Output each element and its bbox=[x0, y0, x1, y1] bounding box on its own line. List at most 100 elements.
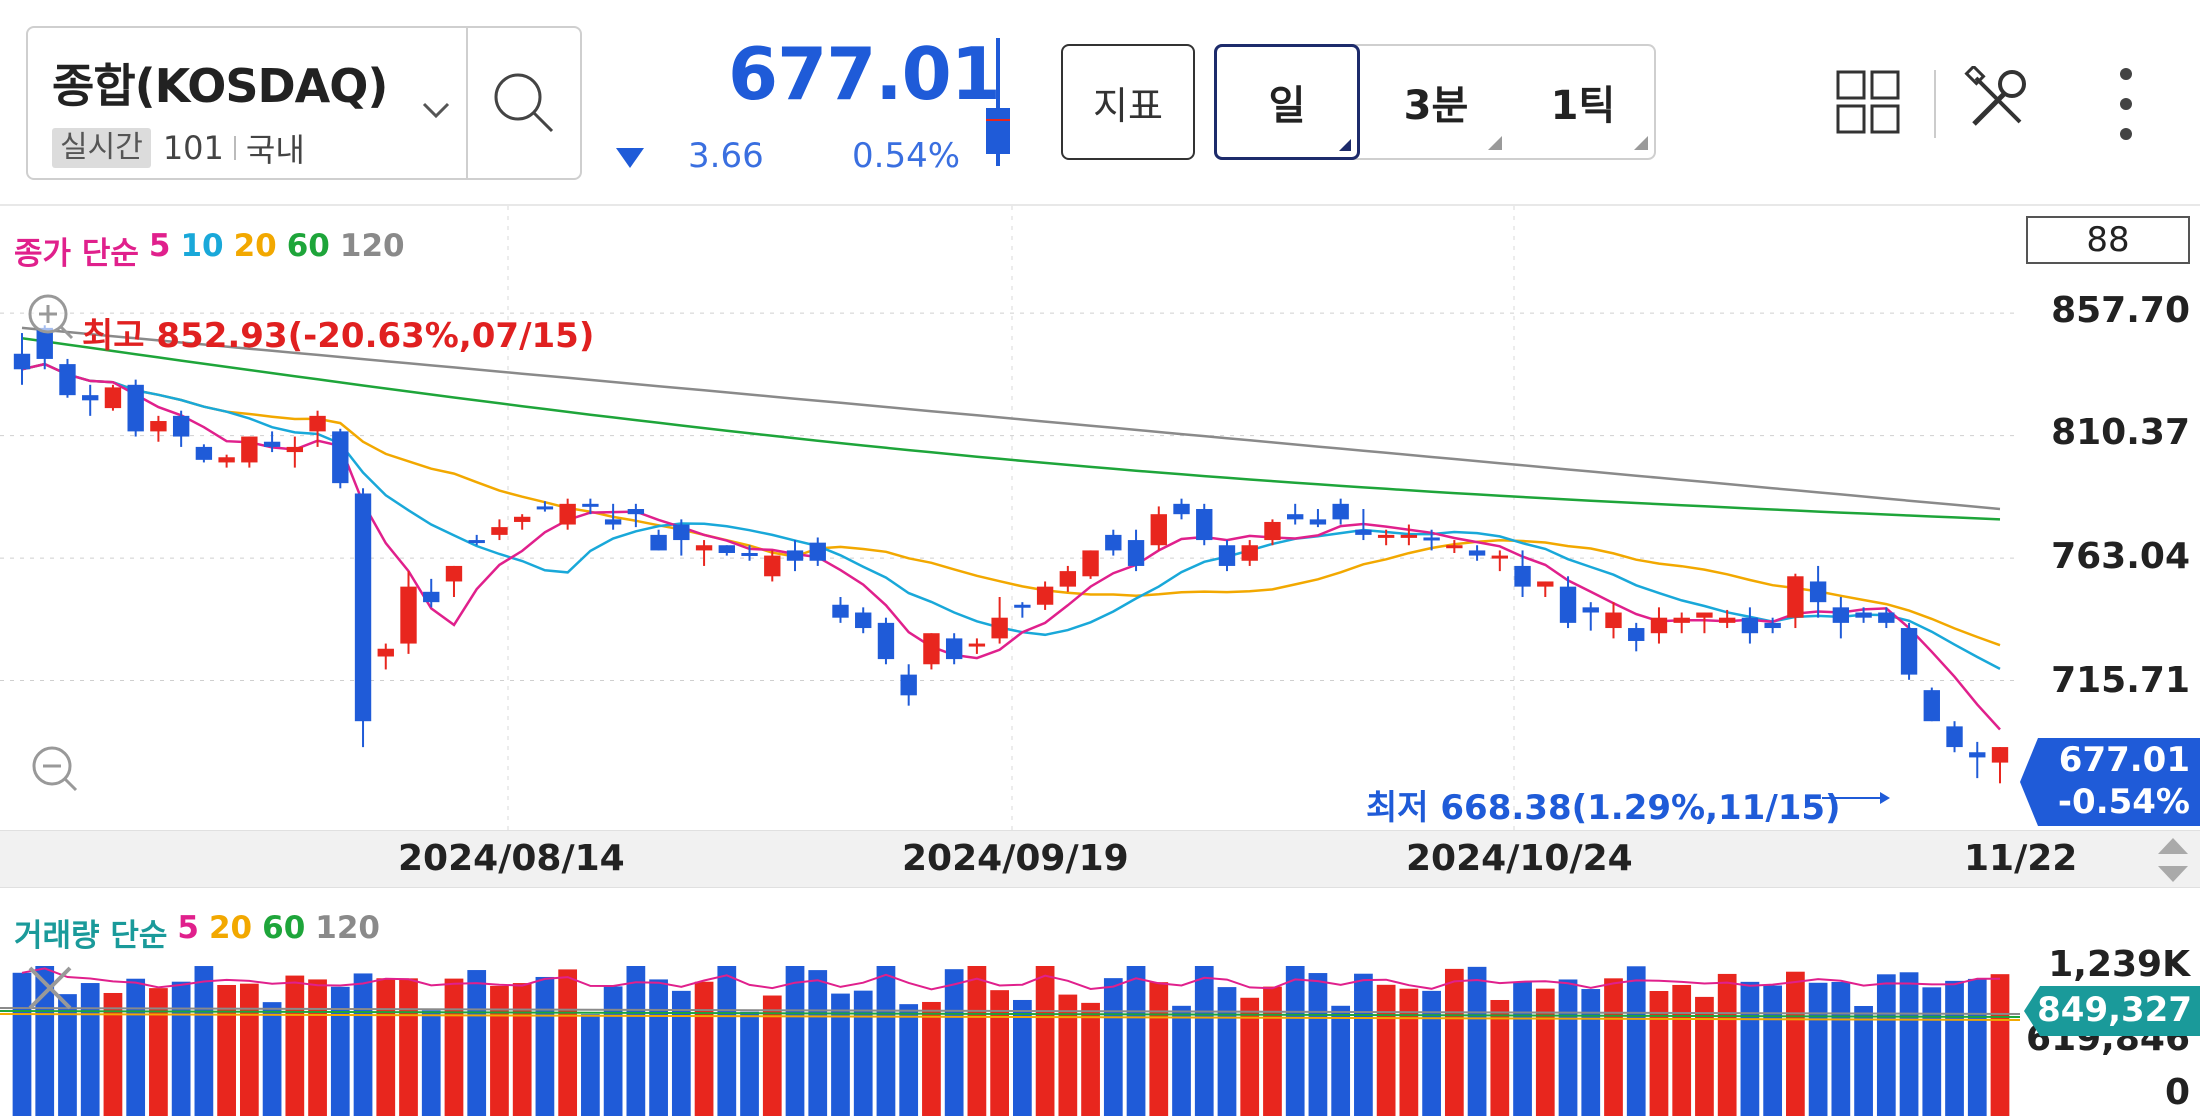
volume-bar bbox=[1490, 999, 1510, 1116]
volume-bar bbox=[626, 966, 646, 1116]
volume-bar bbox=[1672, 984, 1692, 1116]
candle-body bbox=[1127, 540, 1145, 566]
volume-bar bbox=[694, 981, 714, 1116]
close-icon[interactable] bbox=[22, 960, 78, 1016]
divider bbox=[1934, 70, 1936, 138]
volume-bar bbox=[1854, 1005, 1873, 1116]
candle-body bbox=[855, 612, 872, 629]
candle-body bbox=[1309, 519, 1327, 525]
candle-body bbox=[1014, 604, 1031, 608]
candle-body bbox=[1446, 545, 1463, 549]
volume-bar bbox=[967, 966, 987, 1116]
current-price-tag: 677.01 -0.54% bbox=[2020, 738, 2200, 826]
candle-body bbox=[1264, 521, 1281, 541]
volume-bar bbox=[1626, 966, 1646, 1116]
current-price: 677.01 bbox=[728, 32, 1001, 116]
volume-ma-line bbox=[0, 1007, 2020, 1015]
candle-body bbox=[582, 503, 599, 507]
symbol-name[interactable]: 종합(KOSDAQ) bbox=[52, 59, 388, 113]
volume-bar bbox=[1013, 999, 1032, 1116]
volume-bar bbox=[1126, 966, 1146, 1116]
candle-body bbox=[1332, 503, 1349, 520]
volume-bar bbox=[80, 983, 100, 1116]
candle-body bbox=[127, 384, 144, 432]
date-axis bbox=[0, 830, 2200, 888]
volume-chart[interactable] bbox=[0, 890, 2020, 1116]
volume-bar bbox=[1308, 973, 1328, 1116]
volume-bar bbox=[512, 983, 532, 1116]
volume-ma-line bbox=[0, 1010, 2020, 1018]
price-ma-legend[interactable]: 종가 단순 5 10 20 60 120 bbox=[14, 228, 405, 273]
volume-bar bbox=[308, 979, 327, 1116]
candle-body bbox=[1946, 726, 1963, 748]
legend-ma60: 60 bbox=[286, 228, 330, 264]
volume-bar bbox=[1513, 981, 1532, 1116]
period-selector: 일 3분 1틱 bbox=[1214, 44, 1656, 160]
candle-body bbox=[1514, 565, 1531, 587]
price-tag-shape bbox=[2020, 738, 2200, 826]
candle-body bbox=[1718, 617, 1736, 623]
period-3min[interactable]: 3분 bbox=[1362, 46, 1510, 158]
symbol-selector[interactable]: 종합(KOSDAQ) 실시간 101 국내 bbox=[26, 26, 582, 180]
x-axis-label: 11/22 bbox=[1964, 838, 2078, 879]
volume-bar bbox=[1876, 974, 1896, 1116]
visible-count-box[interactable]: 88 bbox=[2026, 216, 2190, 264]
volume-bar bbox=[35, 966, 55, 1116]
volume-tag-shape bbox=[2024, 986, 2200, 1036]
volume-bar bbox=[1899, 972, 1919, 1116]
period-daily[interactable]: 일 bbox=[1214, 44, 1360, 160]
candle-body bbox=[1650, 617, 1668, 634]
current-price-tag-value: 677.01 bbox=[2058, 740, 2190, 780]
candle-body bbox=[491, 527, 508, 535]
volume-bar bbox=[944, 969, 964, 1116]
volume-bar bbox=[831, 993, 850, 1116]
period-1tick[interactable]: 1틱 bbox=[1510, 46, 1656, 158]
chevron-down-icon[interactable] bbox=[416, 90, 456, 130]
search-button[interactable] bbox=[468, 28, 580, 178]
high-annotation: 최고 852.93(-20.63%,07/15) bbox=[82, 316, 595, 356]
candle-body bbox=[1491, 555, 1509, 559]
candle-body bbox=[1400, 534, 1418, 538]
volume-bar bbox=[1945, 980, 1964, 1116]
candle-body bbox=[400, 586, 417, 644]
low-pointer-arrow bbox=[1880, 792, 1890, 804]
volume-bar bbox=[1740, 981, 1760, 1116]
candle-body bbox=[718, 545, 735, 553]
candle-body bbox=[286, 446, 304, 453]
price-chart[interactable] bbox=[0, 206, 2020, 836]
legend-vma20: 20 bbox=[208, 910, 253, 946]
tools-icon[interactable] bbox=[1964, 66, 2032, 134]
candle-body bbox=[513, 516, 531, 522]
candle-body bbox=[1696, 612, 1713, 618]
x-axis-label: 2024/09/19 bbox=[902, 838, 1129, 879]
y-axis-label: 715.71 bbox=[2051, 660, 2190, 701]
more-options-icon[interactable] bbox=[2112, 64, 2140, 144]
volume-bar bbox=[330, 986, 350, 1116]
volume-bar bbox=[171, 981, 191, 1116]
scroll-updown-icon[interactable] bbox=[2150, 834, 2196, 886]
zoom-in-icon[interactable] bbox=[24, 290, 76, 342]
volume-bar bbox=[1922, 987, 1942, 1116]
volume-bar bbox=[1695, 996, 1714, 1116]
volume-ma-legend[interactable]: 거래량 단순 5 20 60 120 bbox=[14, 910, 380, 955]
volume-bar bbox=[1035, 966, 1055, 1116]
indicator-button[interactable]: 지표 bbox=[1061, 44, 1195, 160]
candle-body bbox=[695, 545, 713, 551]
legend-prefix: 거래량 단순 bbox=[14, 918, 168, 954]
candle-body bbox=[1605, 612, 1622, 629]
volume-bar bbox=[399, 978, 418, 1116]
current-change-tag-value: -0.54% bbox=[2057, 782, 2190, 822]
volume-y-label: 0 bbox=[2164, 1072, 2190, 1113]
volume-bar bbox=[1103, 978, 1123, 1116]
volume-bar bbox=[1331, 1005, 1351, 1116]
candle-body bbox=[673, 524, 690, 541]
zoom-out-icon[interactable] bbox=[28, 742, 80, 794]
volume-bar bbox=[1354, 973, 1373, 1116]
candle-body bbox=[1082, 550, 1099, 577]
market-label: 국내 bbox=[245, 131, 305, 169]
y-axis-label: 763.04 bbox=[2051, 536, 2190, 577]
layout-grid-icon[interactable] bbox=[1836, 70, 1900, 134]
legend-ma5: 5 bbox=[148, 228, 171, 264]
price-change: 3.66 bbox=[688, 136, 764, 176]
volume-ma-line bbox=[0, 1013, 2020, 1021]
